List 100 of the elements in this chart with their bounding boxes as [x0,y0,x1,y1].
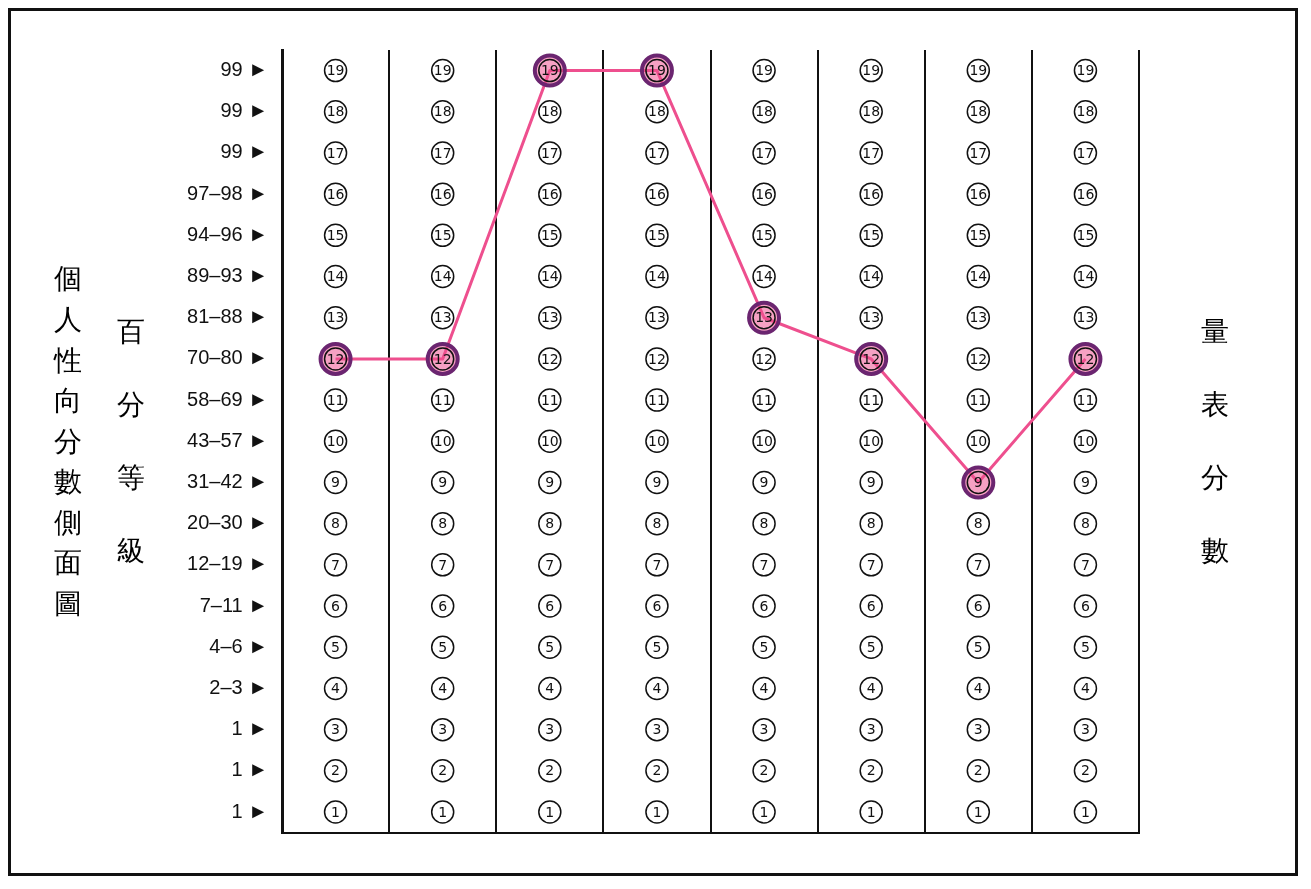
y-tick-label: 4 [759,680,769,697]
annotation: 16 [433,185,452,202]
annotation: 13 [326,309,345,326]
annotation: 2 [1081,762,1091,779]
annotation: 16 [326,185,345,202]
annotation: 9 [974,474,983,491]
annotation: 3 [974,721,983,738]
annotation: 5 [438,638,448,655]
annotation: 7 [974,556,983,573]
annotation: 11 [326,391,345,408]
annotation: 16 [541,185,559,202]
annotation: 12 [541,350,559,367]
annotation: 12 [648,350,667,367]
annotation: 1 [866,803,876,820]
y-tick-label: 15 [755,226,774,243]
annotation: 4 [438,680,448,697]
text: 94–96 ► [187,222,269,245]
annotation: 11 [541,391,559,408]
y-tick-label: 7 [759,556,769,573]
annotation: 14 [862,268,881,285]
annotation: 19 [541,62,559,79]
annotation: 19 [1076,62,1095,79]
annotation: 14 [969,268,988,285]
y-tick-label: 13 [755,309,774,326]
y-tick-label: 19 [755,62,774,79]
text: 7–11 ► [199,593,269,616]
annotation: 15 [326,226,345,243]
annotation: 2 [545,762,555,779]
annotation: 17 [1076,144,1095,161]
y-tick-label: 2 [759,762,769,779]
annotation: 11 [433,391,452,408]
annotation: 13 [648,309,667,326]
annotation: 15 [969,226,988,243]
text: 81–88 ► [187,305,269,328]
annotation: 13 [1076,309,1095,326]
annotation: 5 [545,638,555,655]
annotation: 15 [433,226,452,243]
annotation: 12 [326,350,345,367]
annotation: 7 [1081,556,1091,573]
annotation: 17 [326,144,345,161]
annotation: 8 [866,515,876,532]
annotation: 16 [969,185,988,202]
annotation: 9 [866,474,876,491]
annotation: 11 [648,391,667,408]
annotation: 13 [433,309,452,326]
annotation: 19 [648,62,667,79]
annotation: 19 [969,62,988,79]
annotation: 6 [866,597,876,614]
annotation: 9 [1081,474,1091,491]
annotation: 9 [438,474,448,491]
text: 20–30 ► [187,511,269,534]
annotation: 18 [1076,103,1095,120]
annotation: 16 [862,185,881,202]
text: 99 ► [220,140,269,163]
annotation: 2 [331,762,341,779]
y-tick-label: 11 [755,391,774,408]
text: 89–93 ► [187,264,269,287]
annotation: 6 [331,597,341,614]
text: 1 ► [231,799,269,822]
annotation: 17 [648,144,667,161]
annotation: 4 [866,680,876,697]
annotation: 12 [969,350,988,367]
y-tick-label: 6 [759,597,769,614]
annotation: 17 [433,144,452,161]
text: 31–42 ► [187,470,269,493]
annotation: 10 [969,432,988,449]
annotation: 16 [1076,185,1095,202]
text: 97–98 ► [187,181,269,204]
text: 43–57 ► [187,428,269,451]
annotation: 3 [545,721,555,738]
annotation: 8 [545,515,555,532]
y-tick-label: 18 [755,103,774,120]
annotation: 7 [545,556,555,573]
annotation: 3 [866,721,876,738]
annotation: 11 [1076,391,1095,408]
annotation: 19 [862,62,881,79]
annotation: 9 [331,474,341,491]
annotation: 2 [652,762,662,779]
annotation: 7 [438,556,448,573]
annotation: 4 [1081,680,1091,697]
annotation: 15 [541,226,559,243]
annotation: 6 [545,597,555,614]
annotation: 15 [648,226,667,243]
annotation: 10 [1076,432,1095,449]
annotation: 4 [545,680,555,697]
annotation: 18 [541,103,559,120]
annotation: 1 [1081,803,1091,820]
annotation: 4 [652,680,662,697]
annotation: 6 [438,597,448,614]
annotation: 17 [862,144,881,161]
annotation: 1 [974,803,983,820]
annotation: 14 [433,268,452,285]
point [961,465,996,500]
annotation: 13 [862,309,881,326]
y-tick-label: 3 [759,721,769,738]
annotation: 10 [541,432,559,449]
annotation: 11 [862,391,881,408]
chart-title: 個人性向分數側面圖 [53,262,82,621]
annotation: 18 [969,103,988,120]
annotation: 3 [1081,721,1091,738]
